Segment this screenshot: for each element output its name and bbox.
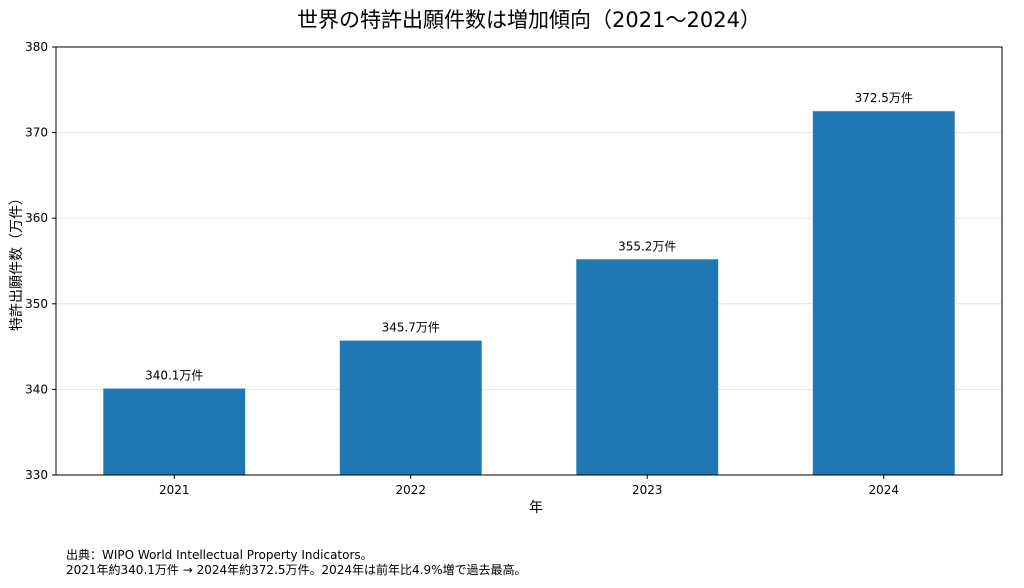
plot-frame (55, 46, 1003, 476)
bar-2022 (339, 340, 482, 475)
y-tick-label: 360 (25, 211, 48, 225)
y-tick-label: 350 (25, 297, 48, 311)
y-axis-label: 特許出願件数（万件） (9, 191, 25, 331)
y-tick-label: 370 (25, 126, 48, 140)
source-note: 出典：WIPO World Intellectual Property Indi… (66, 548, 373, 562)
x-tick-label: 2023 (632, 483, 663, 497)
bar-2024 (812, 111, 955, 475)
bar-2023 (576, 259, 719, 475)
chart-title: 世界の特許出願件数は増加傾向（2021〜2024） (297, 8, 761, 32)
y-tick-label: 330 (25, 468, 48, 482)
y-tick-label: 340 (25, 382, 48, 396)
bar-2021 (103, 388, 246, 475)
data-label-2024: 372.5万件 (855, 91, 913, 105)
data-label-2023: 355.2万件 (618, 239, 676, 253)
summary-note: 2021年約340.1万件 → 2024年約372.5万件。2024年は前年比4… (66, 563, 527, 577)
x-tick-label: 2021 (159, 483, 190, 497)
x-axis-label: 年 (529, 500, 543, 516)
x-axis-ticks: 2021 2022 2023 2024 (159, 475, 899, 497)
data-labels: 340.1万件 345.7万件 355.2万件 372.5万件 (145, 91, 913, 382)
bar-chart: 世界の特許出願件数は増加傾向（2021〜2024） 340.1万件 345.7万件… (9, 8, 1003, 516)
bars (103, 111, 955, 475)
y-tick-label: 380 (25, 40, 48, 54)
data-label-2021: 340.1万件 (145, 369, 203, 383)
y-axis-ticks: 330 340 350 360 370 380 (25, 40, 56, 482)
chart-footnote: 出典：WIPO World Intellectual Property Indi… (66, 548, 527, 578)
data-label-2022: 345.7万件 (382, 321, 440, 335)
x-tick-label: 2024 (868, 483, 899, 497)
x-tick-label: 2022 (395, 483, 426, 497)
